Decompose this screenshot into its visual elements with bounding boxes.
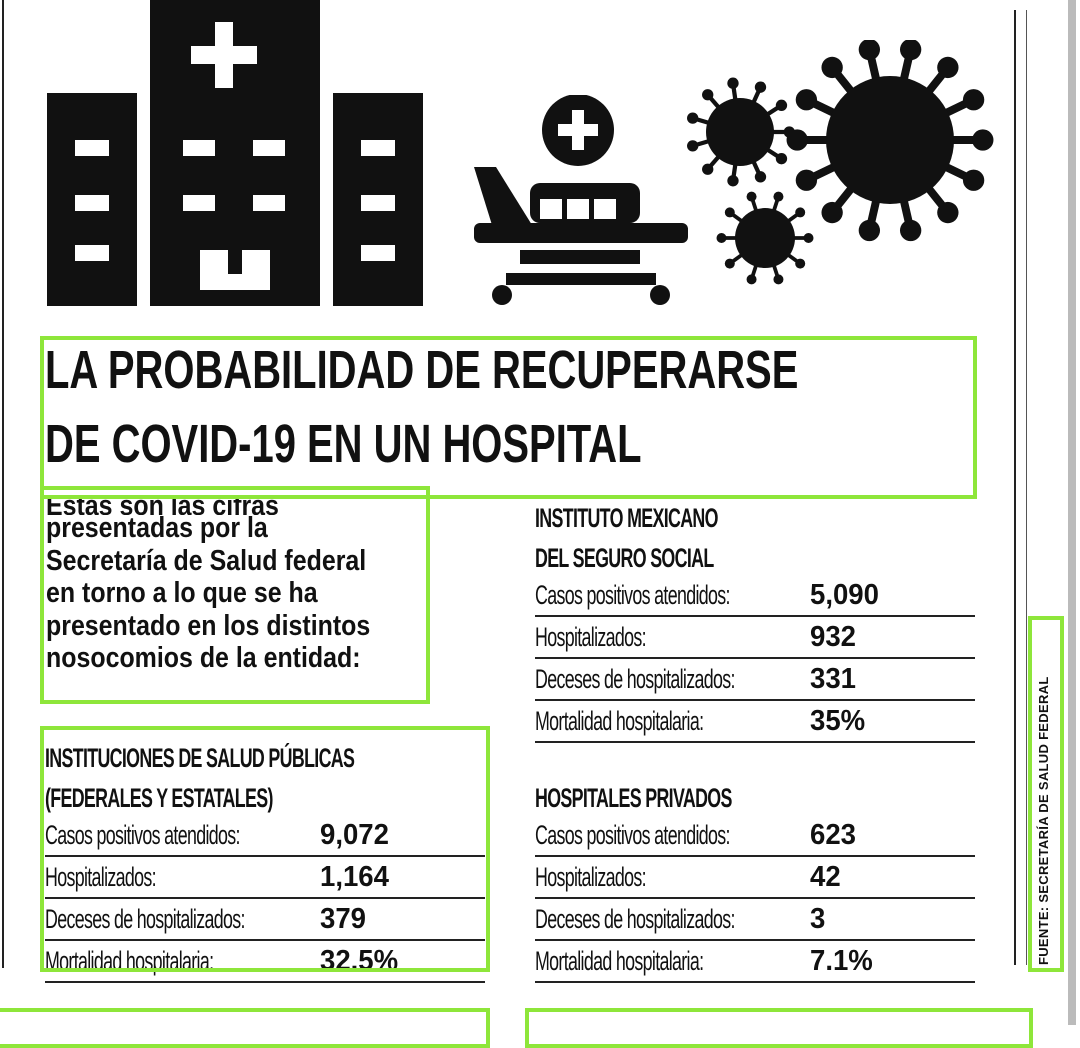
- row-label: Deceses de hospitalizados:: [535, 905, 838, 933]
- virus-particle: [687, 77, 795, 187]
- row-label: Deceses de hospitalizados:: [535, 665, 838, 693]
- row-label-text: Casos positivos atendidos:: [535, 580, 730, 610]
- row-value: 7.1%: [810, 946, 876, 976]
- row-value-text: 7.1%: [810, 945, 873, 977]
- row-label: Casos positivos atendidos:: [535, 581, 830, 609]
- right-column-rule: [1014, 10, 1016, 965]
- virus-particle: [786, 40, 994, 242]
- row-label: Hospitalizados:: [45, 863, 213, 891]
- section-header: INSTITUCIONES DE SALUD PÚBLICAS: [45, 745, 485, 772]
- row-label-text: Mortalidad hospitalaria:: [535, 706, 704, 736]
- row-value: 3: [810, 904, 826, 934]
- row-label: Hospitalizados:: [535, 623, 703, 651]
- virus-particle: [716, 191, 814, 285]
- intro-line: presentado en los distintos: [46, 609, 371, 642]
- highlight-box-source: [1028, 616, 1064, 972]
- section-header-line: (FEDERALES Y ESTATALES): [45, 783, 273, 813]
- highlight-box-intro: [40, 486, 430, 704]
- row-value-text: 379: [320, 903, 366, 935]
- section-header: DEL SEGURO SOCIAL: [535, 545, 975, 575]
- row-label-text: Casos positivos atendidos:: [45, 820, 240, 850]
- row-label-text: Hospitalizados:: [535, 622, 647, 652]
- page-title: LA PROBABILIDAD DE RECUPERARSE: [45, 343, 1063, 397]
- table-row: Casos positivos atendidos: 9,072: [45, 815, 485, 857]
- row-value: 1,164: [320, 862, 393, 892]
- hospital-building-icon: [47, 0, 423, 306]
- section-imss: INSTITUTO MEXICANO DEL SEGURO SOCIAL Cas…: [535, 505, 975, 743]
- table-row: Mortalidad hospitalaria: 7.1%: [535, 941, 975, 983]
- row-value-text: 42: [810, 861, 841, 893]
- row-label: Casos positivos atendidos:: [45, 821, 340, 849]
- row-label-text: Deceses de hospitalizados:: [535, 904, 735, 934]
- row-label-text: Hospitalizados:: [45, 862, 157, 892]
- left-column-rule: [2, 0, 4, 968]
- stats-table: Casos positivos atendidos: 623 Hospitaliza…: [535, 815, 975, 983]
- table-row: Deceses de hospitalizados: 3: [535, 899, 975, 941]
- section-header-line: INSTITUCIONES DE SALUD PÚBLICAS: [45, 743, 355, 773]
- row-value: 9,072: [320, 820, 393, 850]
- table-row: Deceses de hospitalizados: 331: [535, 659, 975, 701]
- intro-line: presentadas por la: [46, 512, 268, 544]
- row-value-text: 35%: [810, 705, 866, 737]
- row-value: 379: [320, 904, 368, 934]
- right-column-rule-thin: [1026, 10, 1027, 965]
- page-title-line-2: DE COVID-19 EN UN HOSPITAL: [45, 417, 851, 471]
- row-label: Mortalidad hospitalaria:: [535, 707, 790, 735]
- table-row: Casos positivos atendidos: 5,090: [535, 575, 975, 617]
- section-privados: HOSPITALES PRIVADOS Casos positivos aten…: [535, 785, 975, 983]
- section-header: HOSPITALES PRIVADOS: [535, 785, 975, 815]
- table-row: Hospitalizados: 932: [535, 617, 975, 659]
- intro-paragraph: Estas son las cifras presentadas por la …: [46, 495, 423, 675]
- row-value: 932: [810, 622, 858, 652]
- stats-table: Casos positivos atendidos: 5,090 Hospitali…: [535, 575, 975, 743]
- row-value-text: 3: [810, 903, 826, 935]
- row-label: Deceses de hospitalizados:: [45, 905, 348, 933]
- section-header: (FEDERALES Y ESTATALES): [45, 785, 485, 815]
- highlight-box-bottom-right: [525, 1008, 1033, 1048]
- title-line-2: DE COVID-19 EN UN HOSPITAL: [45, 414, 642, 474]
- row-label-text: Hospitalizados:: [535, 862, 647, 892]
- row-value-text: 1,164: [320, 861, 389, 893]
- intro-line: Secretaría de Salud federal: [46, 544, 367, 577]
- section-header: INSTITUTO MEXICANO: [535, 505, 975, 532]
- page-edge: [1068, 0, 1076, 1025]
- row-value-text: 5,090: [810, 579, 879, 611]
- table-row: Hospitalizados: 1,164: [45, 857, 485, 899]
- row-value-text: 623: [810, 819, 856, 851]
- virus-icon: [687, 40, 994, 285]
- row-label-text: Mortalidad hospitalaria:: [535, 946, 704, 976]
- section-header-line: INSTITUTO MEXICANO: [535, 503, 718, 533]
- title-line-1: LA PROBABILIDAD DE RECUPERARSE: [45, 340, 799, 400]
- hospital-bed-icon: [474, 95, 688, 305]
- row-value-text: 932: [810, 621, 856, 653]
- intro-line: Estas son las cifras: [46, 495, 279, 515]
- table-row: Deceses de hospitalizados: 379: [45, 899, 485, 941]
- row-label: Casos positivos atendidos:: [535, 821, 830, 849]
- highlight-box-title: [40, 336, 977, 499]
- section-header-line: HOSPITALES PRIVADOS: [535, 783, 732, 813]
- row-value-text: 9,072: [320, 819, 389, 851]
- table-row: Hospitalizados: 42: [535, 857, 975, 899]
- table-row: Mortalidad hospitalaria: 35%: [535, 701, 975, 743]
- row-value: 35%: [810, 706, 868, 736]
- row-label-text: Casos positivos atendidos:: [535, 820, 730, 850]
- table-row: Casos positivos atendidos: 623: [535, 815, 975, 857]
- row-value: 5,090: [810, 580, 883, 610]
- row-value: 623: [810, 820, 858, 850]
- row-label: Mortalidad hospitalaria:: [535, 947, 790, 975]
- section-header-line: DEL SEGURO SOCIAL: [535, 543, 714, 573]
- row-label-text: Deceses de hospitalizados:: [45, 904, 245, 934]
- row-value: 42: [810, 862, 842, 892]
- row-value: 331: [810, 664, 858, 694]
- intro-line: nosocomios de la entidad:: [46, 642, 361, 674]
- highlight-box-bottom-left: [0, 1008, 490, 1048]
- intro-line: en torno a lo que se ha: [46, 577, 318, 609]
- row-value-text: 331: [810, 663, 856, 695]
- highlight-box-publicas: [40, 726, 490, 972]
- row-label-text: Deceses de hospitalizados:: [535, 664, 735, 694]
- row-label: Hospitalizados:: [535, 863, 703, 891]
